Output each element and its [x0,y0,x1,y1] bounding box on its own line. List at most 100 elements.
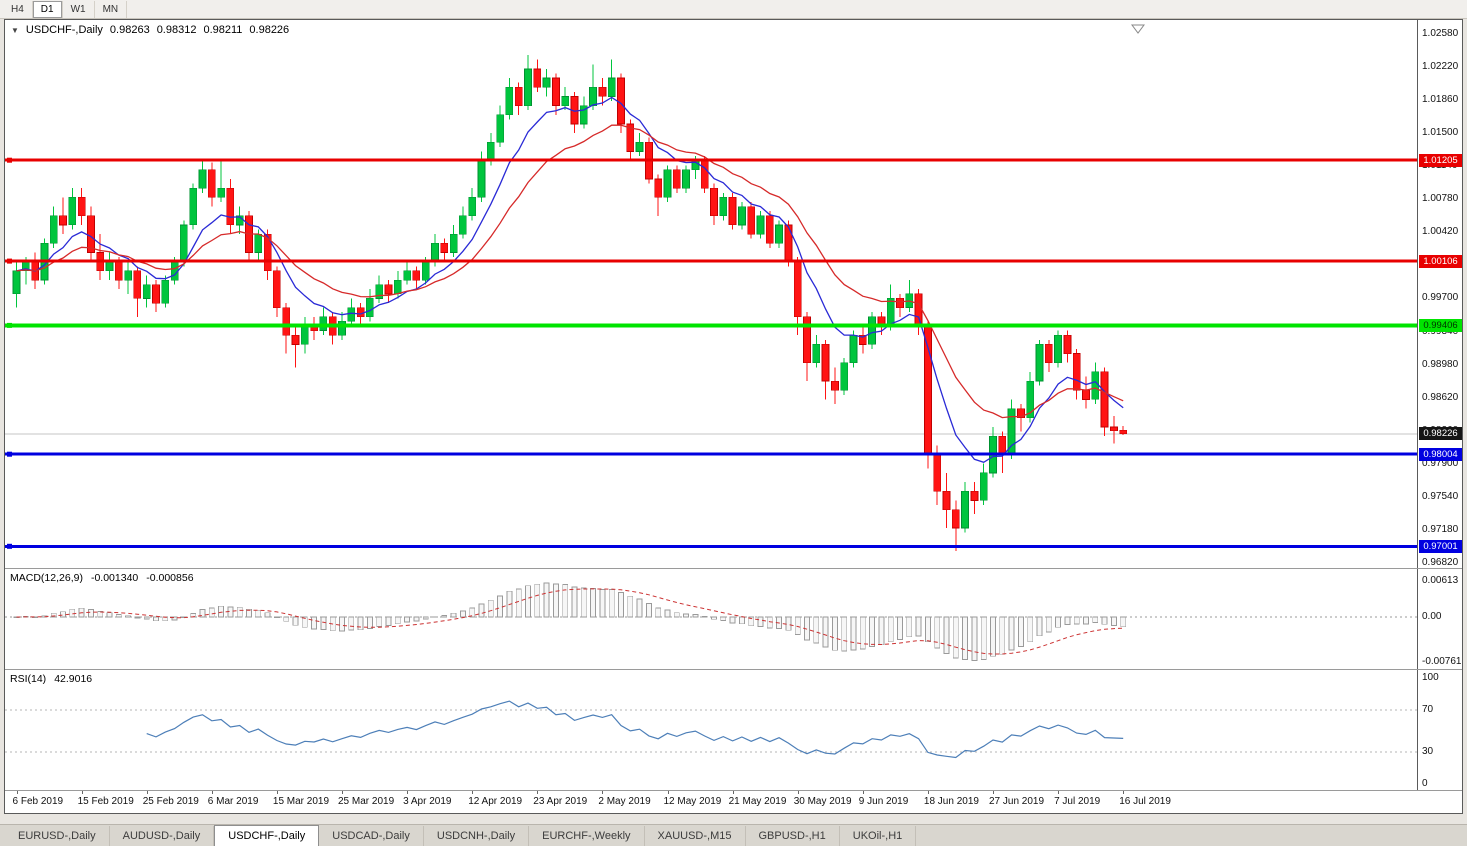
price-axis-label: 0.00 [1422,611,1442,622]
date-axis-label: 15 Mar 2019 [272,796,330,807]
price-axis-label: 0.00613 [1422,574,1459,586]
chart-shift-marker-icon[interactable] [1131,24,1145,34]
pane-splitter-macd[interactable] [5,568,1462,569]
date-axis-label: 30 May 2019 [793,796,852,807]
date-axis-label: 9 Jun 2019 [858,796,909,807]
tab-xauusd-m15[interactable]: XAUUSD-,M15 [645,826,746,846]
price-axis-label: 1.02220 [1422,61,1459,72]
date-tick [1058,791,1060,794]
timeframe-toolbar: H4 D1 W1 MN [0,0,1467,19]
date-tick [81,791,83,794]
pane-splitter-rsi[interactable] [5,669,1462,670]
price-axis-label: 1.02580 [1422,28,1459,39]
date-tick [797,791,799,794]
date-tick [211,791,213,794]
ohlc-close: 0.98226 [249,24,290,36]
price-axis-label: 0.96820 [1422,556,1459,568]
price-axis-label: 1.01500 [1422,127,1459,139]
price-axis-label: 1.00420 [1422,226,1459,238]
timeframe-button-MN[interactable]: MN [95,0,128,18]
price-axis-label: 1.01860 [1422,94,1459,106]
price-axis-label: 0.98620 [1422,391,1459,403]
ohlc-high: 0.98312 [156,24,197,36]
price-axis-label: 0.97900 [1422,457,1459,469]
price-level-badge: 0.97001 [1419,539,1462,553]
date-axis[interactable]: 6 Feb 2019 15 Feb 2019 25 Feb 2019 6 Mar 20… [5,791,1462,813]
date-axis-label: 2 May 2019 [598,796,651,807]
timeframe-button-H4[interactable]: H4 [3,0,33,18]
hline-handle[interactable] [7,543,12,549]
rsi-line [146,700,1124,759]
hline-handle[interactable] [7,157,12,163]
date-axis-label: 7 Jul 2019 [1054,796,1101,807]
moving-averages-layer [16,96,1124,464]
tab-audusd-daily[interactable]: AUDUSD-,Daily [110,826,215,846]
date-axis-label: 23 Apr 2019 [533,796,588,807]
tab-gbpusd-h1[interactable]: GBPUSD-,H1 [746,826,840,846]
macd-name: MACD(12,26,9) [10,572,83,584]
macd-value-signal: -0.000856 [146,572,194,584]
timeframe-button-D1[interactable]: D1 [32,0,63,18]
hline-handle[interactable] [7,451,12,457]
main-chart-pane[interactable]: ▼ USDCHF-,Daily 0.98263 0.98312 0.98211 … [5,20,1417,568]
macd-value-main: -0.001340 [90,572,139,584]
price-axis-label: 0.99700 [1422,292,1459,304]
price-level-badge: 1.00106 [1419,254,1462,268]
ohlc-low: 0.98211 [203,24,243,36]
price-axis[interactable]: 1.025801.022201.018601.015001.011401.007… [1417,20,1462,791]
date-axis-label: 12 May 2019 [663,796,722,807]
price-axis-label: 0 [1422,778,1428,789]
chart-frame: ▼ USDCHF-,Daily 0.98263 0.98312 0.98211 … [4,19,1463,814]
tab-eurusd-daily[interactable]: EURUSD-,Daily [5,826,110,846]
chart-tab-bar: EURUSD-,Daily AUDUSD-,Daily USDCHF-,Daily U… [0,824,1467,846]
tab-usdcad-daily[interactable]: USDCAD-,Daily [319,826,424,846]
date-axis-label: 6 Feb 2019 [12,796,64,807]
ma-slow-line [16,124,1124,419]
date-tick [407,791,409,794]
hline-handle[interactable] [7,322,12,328]
price-axis-label: 0.98980 [1422,358,1459,370]
collapse-chart-icon[interactable]: ▼ [11,25,19,35]
macd-indicator-pane[interactable]: MACD(12,26,9) -0.001340 -0.000856 [5,569,1417,669]
date-tick [993,791,994,794]
date-axis-label: 21 May 2019 [728,796,787,807]
rsi-indicator-pane[interactable]: RSI(14) 42.9016 [5,670,1417,790]
date-tick [862,791,864,794]
macd-histogram-layer [13,582,1127,661]
date-tick [16,791,18,794]
macd-chart [5,582,1417,661]
date-tick [927,791,929,794]
macd-label-row: MACD(12,26,9) -0.001340 -0.000856 [10,572,194,584]
horizontal-levels-layer [5,157,1417,549]
date-tick [342,791,343,794]
rsi-label-row: RSI(14) 42.9016 [10,673,92,685]
tab-eurchf-weekly[interactable]: EURCHF-,Weekly [529,826,645,846]
date-axis-label: 12 Apr 2019 [468,796,523,807]
hline-handle[interactable] [7,258,12,264]
price-axis-label: 0.97540 [1422,490,1459,502]
ohlc-open: 0.98263 [109,24,150,36]
macd-signal-line [16,588,1124,655]
date-tick [732,791,734,794]
tab-usdchf-daily[interactable]: USDCHF-,Daily [214,825,320,846]
date-axis-label: 18 Jun 2019 [923,796,979,807]
date-axis-label: 27 Jun 2019 [989,796,1045,807]
tab-ukoil-h1[interactable]: UKOil-,H1 [840,826,917,846]
date-axis-label: 25 Mar 2019 [338,796,395,807]
current-price-badge: 0.98226 [1419,427,1462,441]
chart-symbol-period: USDCHF-,Daily [25,24,103,36]
date-axis-label: 6 Mar 2019 [207,796,259,807]
date-tick [602,791,604,794]
date-axis-label: 3 Apr 2019 [403,796,452,807]
price-level-badge: 0.99406 [1419,318,1462,332]
tab-usdcnh-daily[interactable]: USDCNH-,Daily [424,826,530,846]
price-axis-label: -0.00761 [1422,655,1462,667]
date-axis-label: 16 Jul 2019 [1119,796,1171,807]
chart-title: ▼ USDCHF-,Daily 0.98263 0.98312 0.98211 … [11,24,289,36]
date-tick [276,791,278,794]
candles-layer [12,55,1128,551]
price-level-badge: 1.01205 [1419,153,1462,167]
timeframe-button-W1[interactable]: W1 [63,0,95,18]
date-tick [146,791,148,794]
